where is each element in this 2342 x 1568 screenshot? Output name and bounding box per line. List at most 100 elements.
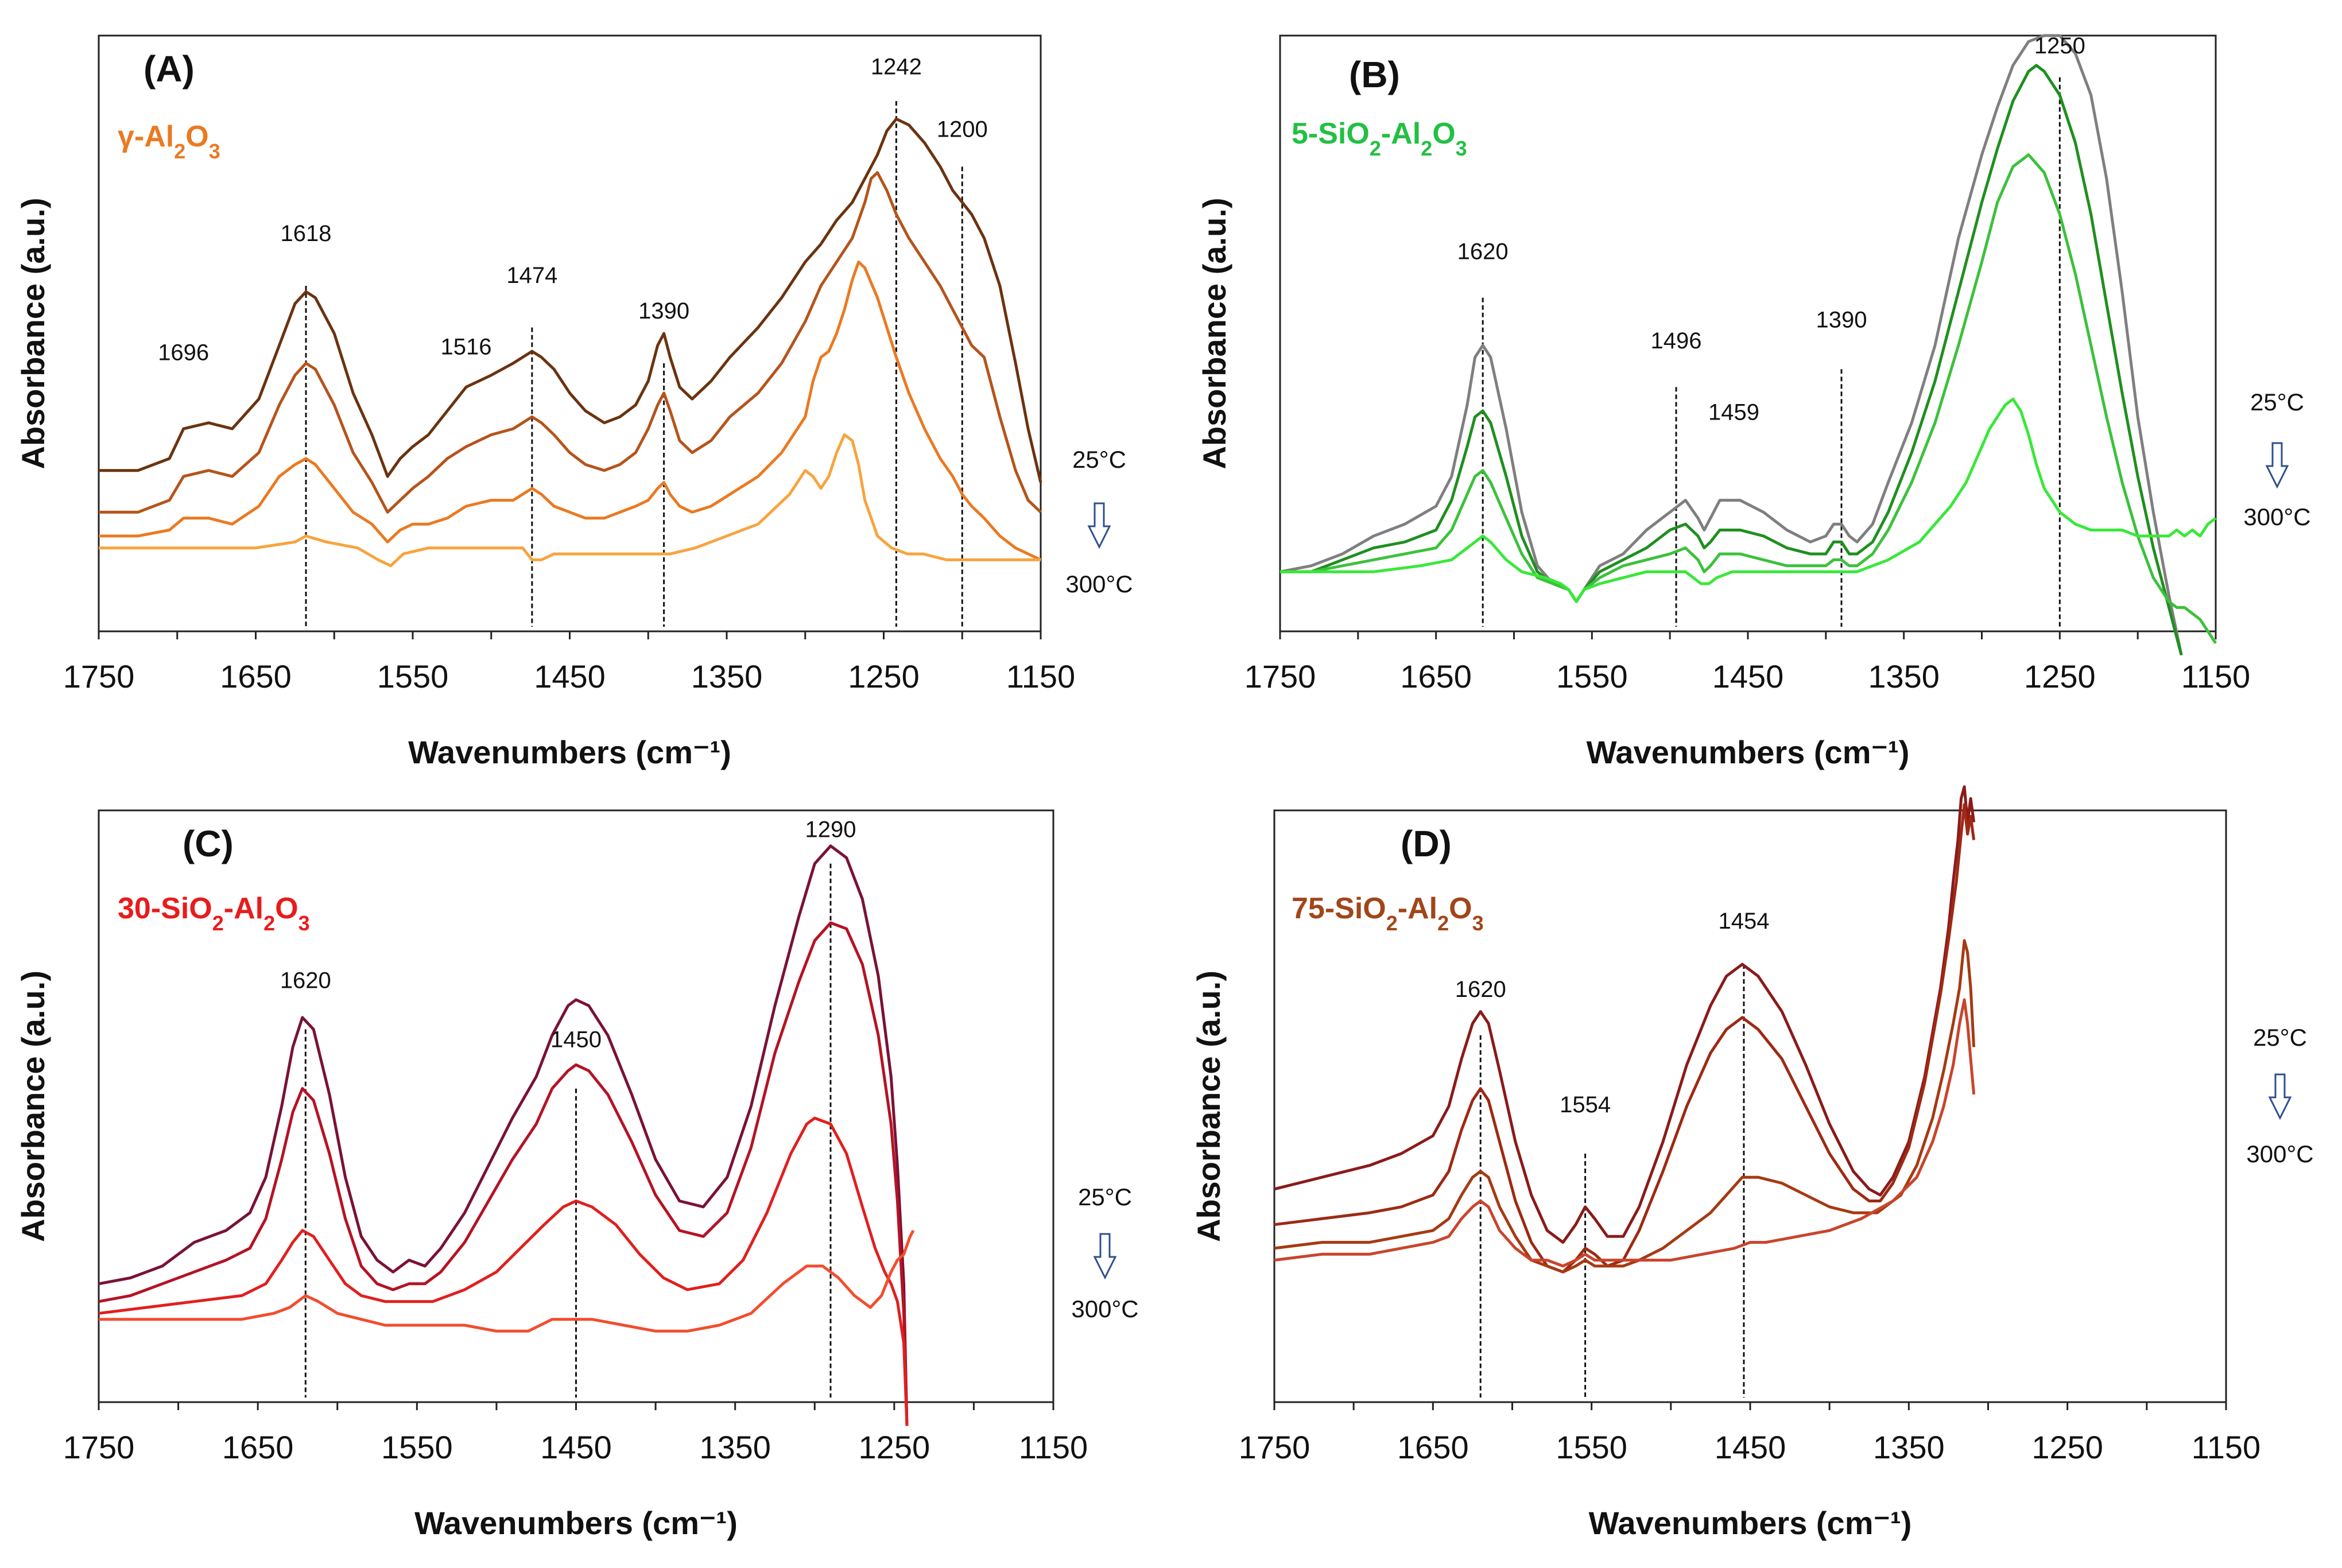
spectrum-line xyxy=(1279,34,2183,656)
x-tick-label: 1750 xyxy=(63,1429,135,1465)
x-tick-label: 1350 xyxy=(691,658,763,694)
panel-letter: (C) xyxy=(183,823,234,864)
plot-frame xyxy=(98,34,1042,632)
x-tick-label: 1350 xyxy=(1873,1429,1945,1465)
sample-subscript: 3 xyxy=(1456,137,1467,160)
sample-subscript: 2 xyxy=(212,911,224,935)
temperature-end: 300°C xyxy=(2246,1140,2313,1167)
spectrum-line xyxy=(1280,397,2217,603)
x-tick-label: 1650 xyxy=(220,658,292,694)
x-tick-label: 1250 xyxy=(2031,1429,2103,1465)
x-axis-label: Wavenumbers (cm⁻¹) xyxy=(408,734,731,770)
x-tick-label: 1550 xyxy=(1556,1429,1627,1465)
x-tick-label: 1750 xyxy=(1239,1429,1310,1465)
panel-a: 1750 1650 1550 1450 1350 1250 1150 Wavenumbers … xyxy=(15,34,1133,770)
spectrum-line xyxy=(98,844,909,1426)
sample-text: O xyxy=(1432,117,1455,150)
spectrum-line xyxy=(1280,64,2183,656)
sample-text: γ-Al xyxy=(118,120,174,153)
sample-subscript: 2 xyxy=(174,139,185,163)
down-arrow-icon xyxy=(1087,502,1111,549)
peak-label: 1200 xyxy=(937,117,988,142)
spectrum-line xyxy=(1274,803,1976,1274)
x-tick-label: 1650 xyxy=(1400,658,1472,694)
x-tick-label: 1550 xyxy=(377,658,449,694)
x-tick-label: 1750 xyxy=(1244,658,1316,694)
peak-label: 1516 xyxy=(440,334,491,359)
sample-text: 75-SiO xyxy=(1292,892,1386,925)
down-arrow-icon xyxy=(2268,1073,2292,1120)
temperature-start: 25°C xyxy=(2250,389,2304,416)
peak-label: 1390 xyxy=(638,298,689,324)
x-tick-label: 1450 xyxy=(1712,658,1784,694)
peak-label: 1250 xyxy=(2034,33,2085,59)
peak-label: 1696 xyxy=(158,340,209,366)
peak-label: 1450 xyxy=(550,1027,602,1052)
x-axis-label: Wavenumbers (cm⁻¹) xyxy=(1587,734,1910,770)
peak-label: 1242 xyxy=(871,54,922,79)
x-tick-label: 1150 xyxy=(1019,1429,1088,1465)
x-tick-label: 1450 xyxy=(534,658,606,694)
x-tick-label: 1350 xyxy=(699,1429,771,1465)
peak-label: 1620 xyxy=(1455,977,1506,1002)
peak-label: 1454 xyxy=(1718,909,1769,934)
sample-subscript: 2 xyxy=(263,911,275,935)
spectrum-line xyxy=(1274,939,1976,1274)
sample-name: 30-SiO2-Al2O3 xyxy=(118,892,310,935)
spectrum-line xyxy=(99,433,1041,568)
sample-text: -Al xyxy=(1381,117,1421,150)
temperature-end: 300°C xyxy=(1065,570,1133,597)
x-tick-label: 1750 xyxy=(63,658,135,694)
peak-label: 1554 xyxy=(1560,1092,1611,1117)
x-axis-label: Wavenumbers (cm⁻¹) xyxy=(414,1505,738,1541)
spectrum-line xyxy=(99,171,1042,514)
x-tick-label: 1450 xyxy=(540,1429,612,1465)
x-tick-label: 1650 xyxy=(222,1429,294,1465)
panel-letter: (A) xyxy=(144,48,195,90)
sample-text: -Al xyxy=(224,892,263,925)
x-axis-label: Wavenumbers (cm⁻¹) xyxy=(1589,1505,1912,1541)
sample-text: O xyxy=(275,892,298,925)
y-axis-label: Absorbance (a.u.) xyxy=(1191,971,1227,1242)
y-axis-label: Absorbance (a.u.) xyxy=(15,971,51,1242)
x-tick-label: 1450 xyxy=(1715,1429,1786,1465)
panel-b: 1750 1650 1550 1450 1350 1250 1150 Wavenumbers … xyxy=(1196,33,2311,770)
spectrum-line xyxy=(98,1116,909,1426)
x-tick-label: 1350 xyxy=(1868,658,1940,694)
temperature-end: 300°C xyxy=(1071,1295,1138,1322)
sample-name: 75-SiO2-Al2O3 xyxy=(1292,892,1484,935)
sample-text: 5-SiO xyxy=(1292,117,1370,150)
x-tick-label: 1250 xyxy=(848,658,920,694)
sample-subscript: 3 xyxy=(209,139,220,163)
x-tick-label: 1150 xyxy=(2192,1429,2260,1465)
temperature-start: 25°C xyxy=(2253,1024,2307,1051)
spectrum-line xyxy=(1274,785,1976,1244)
peak-label: 1474 xyxy=(506,263,557,288)
sample-subscript: 2 xyxy=(1370,137,1381,160)
peak-label: 1620 xyxy=(1457,239,1509,264)
panel-letter: (B) xyxy=(1349,54,1400,95)
sample-text: -Al xyxy=(1398,892,1437,925)
peak-label: 1496 xyxy=(1651,328,1702,354)
peak-label: 1459 xyxy=(1708,400,1759,425)
spectrum-line xyxy=(1274,998,1976,1268)
x-tick-label: 1250 xyxy=(2024,658,2096,694)
spectrum-line xyxy=(99,260,1042,561)
peak-label: 1290 xyxy=(805,817,856,842)
x-tick-label: 1150 xyxy=(1006,658,1075,694)
x-tick-label: 1650 xyxy=(1397,1429,1469,1465)
spectrum-line xyxy=(98,921,909,1426)
x-tick-label: 1550 xyxy=(381,1429,453,1465)
spectrum-line xyxy=(99,1229,915,1333)
temperature-end: 300°C xyxy=(2243,503,2310,530)
sample-subscript: 3 xyxy=(1472,911,1484,935)
panel-d: 1750 1650 1550 1450 1350 1250 1150 Wavenumbers … xyxy=(1191,785,2314,1541)
down-arrow-icon xyxy=(1093,1233,1117,1280)
sample-subscript: 3 xyxy=(298,911,310,935)
x-tick-label: 1250 xyxy=(859,1429,930,1465)
sample-name: γ-Al2O3 xyxy=(118,120,220,163)
sample-text: O xyxy=(185,120,208,153)
down-arrow-icon xyxy=(2265,442,2289,489)
peak-label: 1620 xyxy=(280,968,331,993)
